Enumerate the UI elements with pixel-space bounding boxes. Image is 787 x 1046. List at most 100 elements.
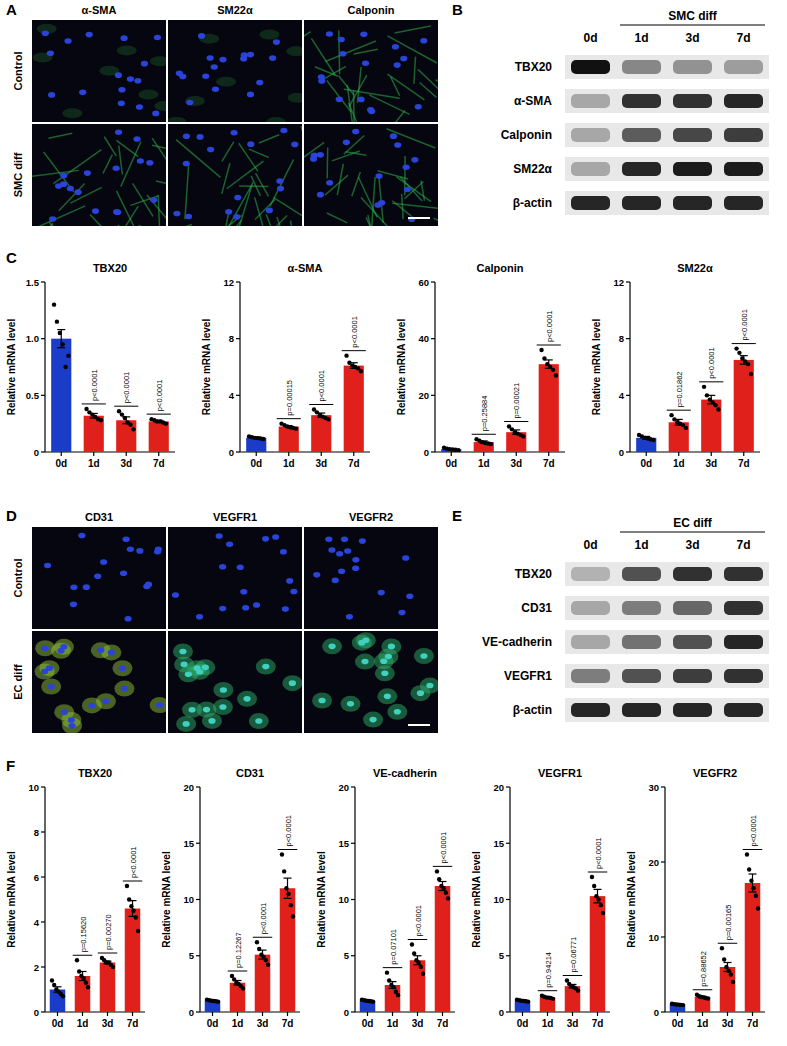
y-tick-label: 5 [189, 950, 195, 961]
bar-chart: VEGFR1Relative mRNA level051015200d1d3d7… [471, 767, 610, 1029]
nucleus [328, 644, 335, 650]
panel-label: D [6, 507, 17, 524]
error-cap [57, 347, 65, 348]
nucleus [100, 559, 107, 565]
band [673, 94, 712, 108]
data-point [216, 999, 220, 1003]
nucleus [247, 52, 254, 58]
cell-stain [249, 713, 269, 729]
nucleus [220, 687, 227, 693]
micrograph [304, 527, 438, 629]
nucleus [344, 548, 351, 554]
y-tick [41, 786, 45, 787]
x-tick-label: 7d [747, 1018, 759, 1029]
nucleus [381, 671, 388, 677]
nucleus [276, 178, 283, 184]
significance-line [342, 350, 366, 351]
data-point [590, 875, 594, 879]
x-tick-label: 1d [387, 1018, 399, 1029]
data-point [551, 997, 555, 1001]
data-point [729, 972, 733, 976]
p-value: p=0.25884 [480, 396, 489, 432]
fiber [274, 198, 302, 223]
nucleus [206, 55, 213, 61]
band [622, 635, 661, 649]
nucleus [390, 133, 397, 139]
tile-background [168, 631, 302, 733]
chart-title: α-SMA [288, 262, 323, 274]
band [673, 162, 712, 176]
error-stem [132, 901, 133, 917]
nucleus [262, 664, 269, 670]
bar [344, 366, 364, 452]
y-tick [41, 451, 45, 452]
nucleus [156, 702, 163, 708]
x-tick [451, 452, 452, 456]
nucleus [361, 659, 368, 665]
data-point [255, 940, 259, 944]
micrograph [168, 527, 302, 629]
image-panel: CD31VEGFR1VEGFR2ControlEC diff [12, 511, 440, 734]
fiber [147, 195, 166, 226]
x-tick [702, 1012, 703, 1016]
cell-stain [312, 693, 332, 709]
band [724, 196, 763, 210]
nucleus [124, 616, 131, 622]
nucleus [146, 160, 153, 166]
significance-line [743, 849, 763, 850]
y-tick-label: 60 [418, 277, 429, 288]
panel-label: B [452, 1, 463, 18]
nucleus [46, 665, 53, 671]
cell-stain [363, 712, 383, 728]
faint-stain [62, 108, 82, 118]
nucleus [417, 690, 424, 696]
nucleus [280, 128, 287, 134]
nucleus [369, 717, 376, 723]
nucleus [115, 72, 122, 78]
nucleus [83, 584, 90, 590]
x-tick-label: 0d [362, 1018, 374, 1029]
bar-chart: SM22αRelative mRNA level048120d1d3d7dp=0… [591, 262, 760, 469]
y-tick [506, 843, 510, 844]
y-tick [506, 899, 510, 900]
y-tick [196, 955, 200, 956]
bar-chart: TBX20Relative mRNA level00.51.01.50d1d3d… [6, 262, 175, 469]
y-tick [236, 451, 240, 452]
y-tick-label: 20 [183, 782, 194, 793]
y-tick [506, 955, 510, 956]
significance-line [253, 937, 273, 938]
nucleus [179, 649, 186, 655]
data-point [344, 353, 348, 357]
x-tick [126, 452, 127, 456]
x-tick [522, 1012, 523, 1016]
y-axis-label: Relative mRNA level [6, 851, 17, 948]
cell-stain [196, 702, 216, 718]
cell-stain [355, 654, 375, 670]
band [622, 162, 661, 176]
data-point [60, 342, 64, 346]
bar [84, 416, 104, 452]
x-tick-label: 3d [705, 458, 717, 469]
nucleus [225, 209, 232, 215]
bar [410, 960, 426, 1012]
nucleus [378, 200, 385, 206]
cell-stain [39, 660, 59, 676]
figure: ABCDEFα-SMASM22αCalponinControlSMC diffC… [0, 0, 787, 1046]
nucleus [86, 32, 93, 38]
blot-row-label: TBX20 [515, 567, 553, 581]
blot-row-label: VE-cadherin [482, 635, 552, 649]
nucleus [347, 701, 354, 707]
data-point [751, 886, 755, 890]
data-point [123, 416, 127, 420]
cell-stain [112, 660, 132, 676]
tile-background [304, 631, 438, 733]
significance-line [278, 849, 298, 850]
y-tick [41, 395, 45, 396]
nucleus [70, 584, 77, 590]
membrane [565, 698, 769, 722]
y-tick-label: 0 [189, 1007, 194, 1018]
bar-chart: VEGFR2Relative mRNA level01020300d1d3d7d… [626, 767, 765, 1029]
error-cap [724, 962, 732, 963]
p-value: p<0.0001 [439, 832, 448, 864]
p-value: p<0.0001 [317, 370, 326, 402]
